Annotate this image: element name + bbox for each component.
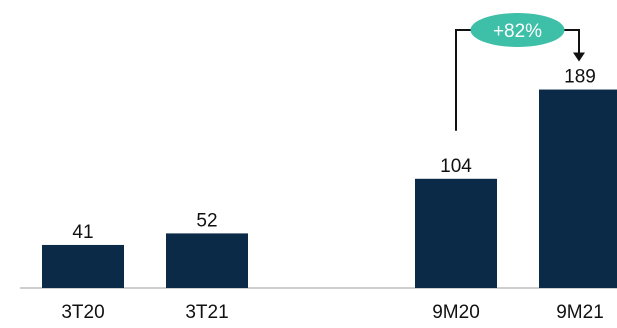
tick-label-3t21: 3T21 bbox=[185, 302, 228, 323]
bar-9m21 bbox=[539, 89, 617, 288]
bar-3t20 bbox=[42, 244, 124, 288]
data-label-3t20: 41 bbox=[72, 222, 93, 243]
tick-label-9m21: 9M21 bbox=[556, 302, 604, 323]
data-label-9m21: 189 bbox=[564, 67, 596, 88]
tick-label-9m20: 9M20 bbox=[432, 302, 480, 323]
growth-badge-label: +82% bbox=[493, 21, 542, 42]
data-label-3t21: 52 bbox=[196, 210, 217, 231]
growth-arrowhead-icon bbox=[573, 52, 585, 62]
bar-3t21 bbox=[166, 233, 248, 288]
data-label-9m20: 104 bbox=[440, 156, 472, 177]
growth-badge bbox=[470, 13, 565, 47]
bar-9m20 bbox=[415, 178, 497, 288]
tick-label-3t20: 3T20 bbox=[61, 302, 104, 323]
